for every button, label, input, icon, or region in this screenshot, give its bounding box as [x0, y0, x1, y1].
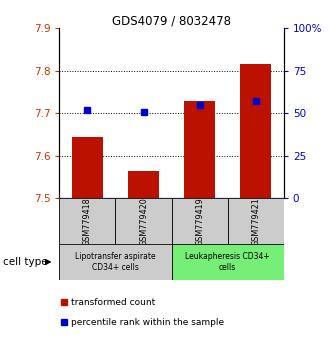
Text: Leukapheresis CD34+
cells: Leukapheresis CD34+ cells — [185, 252, 270, 272]
Bar — [59, 198, 116, 244]
Bar — [115, 198, 172, 244]
Bar — [128, 171, 159, 198]
Text: GSM779418: GSM779418 — [83, 197, 92, 246]
Bar — [72, 137, 103, 198]
Title: GDS4079 / 8032478: GDS4079 / 8032478 — [112, 14, 231, 27]
Bar — [59, 244, 172, 280]
Text: GSM779420: GSM779420 — [139, 197, 148, 246]
Text: cell type: cell type — [3, 257, 48, 267]
Bar — [172, 244, 284, 280]
Bar — [228, 198, 284, 244]
Text: Lipotransfer aspirate
CD34+ cells: Lipotransfer aspirate CD34+ cells — [75, 252, 156, 272]
Bar — [172, 198, 228, 244]
Bar — [240, 64, 271, 198]
Text: GSM779419: GSM779419 — [195, 197, 204, 246]
Text: percentile rank within the sample: percentile rank within the sample — [71, 318, 224, 327]
Bar — [184, 101, 215, 198]
Text: transformed count: transformed count — [71, 298, 155, 307]
Text: GSM779421: GSM779421 — [251, 197, 260, 246]
